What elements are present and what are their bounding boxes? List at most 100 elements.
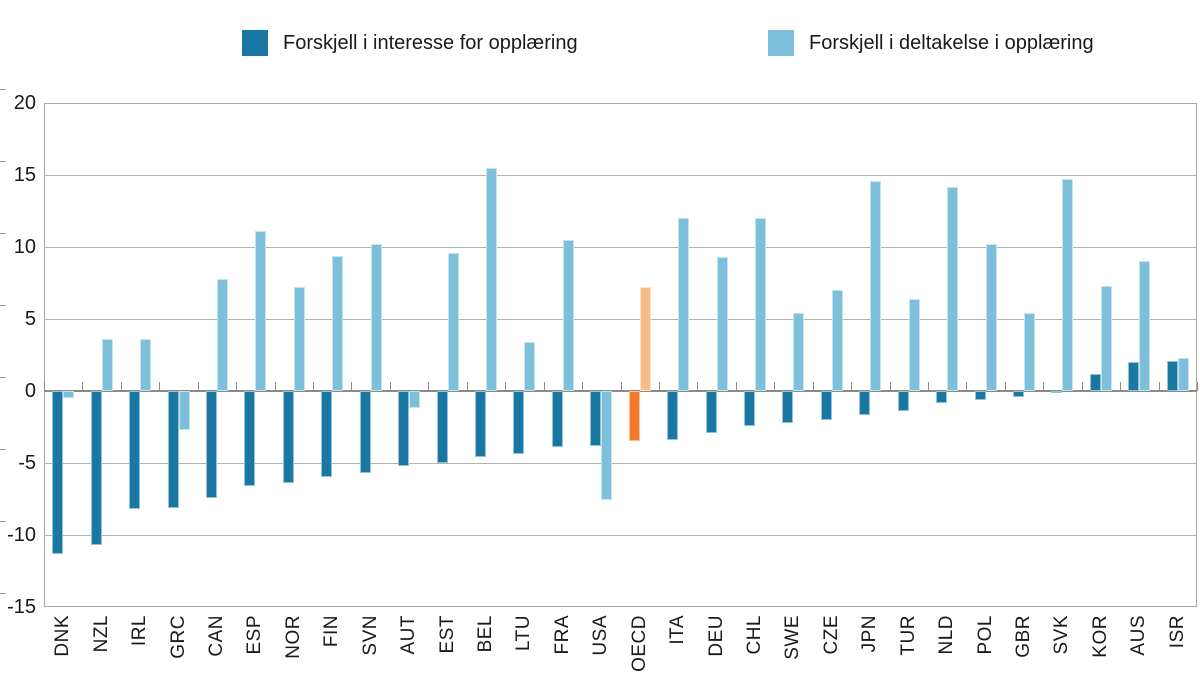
bar-FIN-interesse: [321, 391, 333, 478]
bar-CZE-interesse: [820, 391, 832, 420]
x-axis-tick: [927, 382, 929, 391]
legend-item-deltakelse: Forskjell i deltakelse i opplæring: [768, 30, 1094, 56]
bar-EST-deltakelse: [447, 252, 459, 391]
gridline: [44, 319, 1197, 320]
x-axis-tick: [966, 382, 968, 391]
bar-LTU-interesse: [513, 391, 525, 455]
chart-plot-area: [44, 103, 1198, 607]
bar-DNK-deltakelse: [63, 391, 75, 399]
x-axis-tick: [851, 382, 853, 391]
legend-swatch-deltakelse-icon: [768, 30, 794, 56]
x-axis-tick: [543, 382, 545, 391]
y-axis-tick-label: 5: [24, 308, 36, 330]
bar-GBR-deltakelse: [1024, 313, 1036, 391]
x-axis-category-label-IRL: IRL: [129, 615, 151, 647]
x-axis-category-label-EST: EST: [436, 615, 458, 654]
x-axis-category-label-CHL: CHL: [744, 615, 766, 655]
y-axis-tick: [0, 449, 6, 450]
x-axis-category-label-CAN: CAN: [205, 615, 227, 657]
y-axis-tick-label: 0: [24, 380, 36, 402]
bar-CHL-deltakelse: [755, 218, 767, 391]
y-axis-tick-label: 15: [13, 164, 36, 186]
y-axis-tick: [0, 305, 6, 306]
x-axis-tick: [1081, 382, 1083, 391]
bar-IRL-deltakelse: [140, 339, 152, 391]
bar-ITA-deltakelse: [678, 218, 690, 391]
bar-TUR-interesse: [897, 391, 909, 412]
x-axis-category-label-ITA: ITA: [667, 615, 689, 645]
x-axis-category-label-DNK: DNK: [52, 615, 74, 657]
bar-POL-interesse: [974, 391, 986, 400]
bar-AUT-interesse: [398, 391, 410, 466]
legend-label-deltakelse: Forskjell i deltakelse i opplæring: [809, 31, 1094, 54]
bar-IRL-interesse: [129, 391, 141, 510]
x-axis-tick: [82, 382, 84, 391]
bar-BEL-deltakelse: [485, 167, 497, 391]
bar-OECD-deltakelse: [639, 287, 651, 391]
bar-USA-deltakelse: [601, 391, 613, 501]
bar-ISR-interesse: [1166, 360, 1178, 391]
x-axis-category-label-BEL: BEL: [474, 615, 496, 653]
y-axis-tick: [0, 593, 6, 594]
x-axis-tick: [620, 382, 622, 391]
x-axis-tick: [236, 382, 238, 391]
bar-JPN-interesse: [859, 391, 871, 416]
x-axis-tick: [658, 382, 660, 391]
x-axis-category-label-LTU: LTU: [513, 615, 535, 651]
y-axis-tick: [0, 233, 6, 234]
x-axis-category-label-NLD: NLD: [936, 615, 958, 655]
y-axis-tick-label: -10: [7, 524, 36, 546]
x-axis-tick: [582, 382, 584, 391]
zero-baseline: [44, 390, 1197, 392]
bar-ESP-deltakelse: [255, 231, 267, 391]
bar-USA-interesse: [590, 391, 602, 446]
x-axis-tick: [389, 382, 391, 391]
x-axis-tick: [313, 382, 315, 391]
x-axis-category-label-SVK: SVK: [1051, 615, 1073, 655]
bar-BEL-interesse: [474, 391, 486, 458]
y-axis-tick: [0, 521, 6, 522]
legend-swatch-interesse-icon: [242, 30, 268, 56]
y-axis-tick: [0, 377, 6, 378]
x-axis-tick: [120, 382, 122, 391]
legend-item-interesse: Forskjell i interesse for opplæring: [242, 30, 578, 56]
legend: Forskjell i interesse for opplæring Fors…: [0, 0, 1200, 90]
x-axis-category-label-NZL: NZL: [90, 615, 112, 653]
x-axis-category-label-JPN: JPN: [859, 615, 881, 653]
x-axis-tick: [466, 382, 468, 391]
bar-POL-deltakelse: [985, 244, 997, 391]
bar-EST-interesse: [436, 391, 448, 463]
bar-SVK-deltakelse: [1062, 179, 1074, 391]
y-axis-tick-label: -15: [7, 596, 36, 618]
bar-ESP-interesse: [244, 391, 256, 487]
y-axis-tick-label: -5: [18, 452, 36, 474]
bar-CHL-interesse: [744, 391, 756, 426]
bar-DEU-deltakelse: [716, 257, 728, 391]
bar-CAN-interesse: [205, 391, 217, 498]
y-axis-tick: [0, 89, 6, 90]
bar-GRC-deltakelse: [178, 391, 190, 430]
x-axis-tick: [812, 382, 814, 391]
x-axis-category-label-SVN: SVN: [359, 615, 381, 656]
bar-TUR-deltakelse: [908, 298, 920, 391]
x-axis-category-label-KOR: KOR: [1089, 615, 1111, 658]
x-axis-tick: [1043, 382, 1045, 391]
x-axis-category-label-POL: POL: [974, 615, 996, 655]
bar-KOR-interesse: [1089, 373, 1101, 391]
x-axis-tick: [889, 382, 891, 391]
bar-ISR-deltakelse: [1177, 357, 1189, 391]
bar-SWE-interesse: [782, 391, 794, 423]
x-axis-category-label-USA: USA: [590, 615, 612, 656]
x-axis-category-label-AUS: AUS: [1128, 615, 1150, 656]
x-axis-category-label-SWE: SWE: [782, 615, 804, 660]
gridline: [44, 463, 1197, 464]
x-axis-tick: [1120, 382, 1122, 391]
bar-KOR-deltakelse: [1100, 285, 1112, 391]
bar-NOR-interesse: [282, 391, 294, 484]
bar-CAN-deltakelse: [216, 278, 228, 391]
x-axis-category-label-OECD: OECD: [628, 615, 650, 672]
bar-GRC-interesse: [167, 391, 179, 508]
bar-AUS-interesse: [1128, 362, 1140, 391]
x-axis-category-label-AUT: AUT: [398, 615, 420, 655]
gridline: [44, 535, 1197, 536]
